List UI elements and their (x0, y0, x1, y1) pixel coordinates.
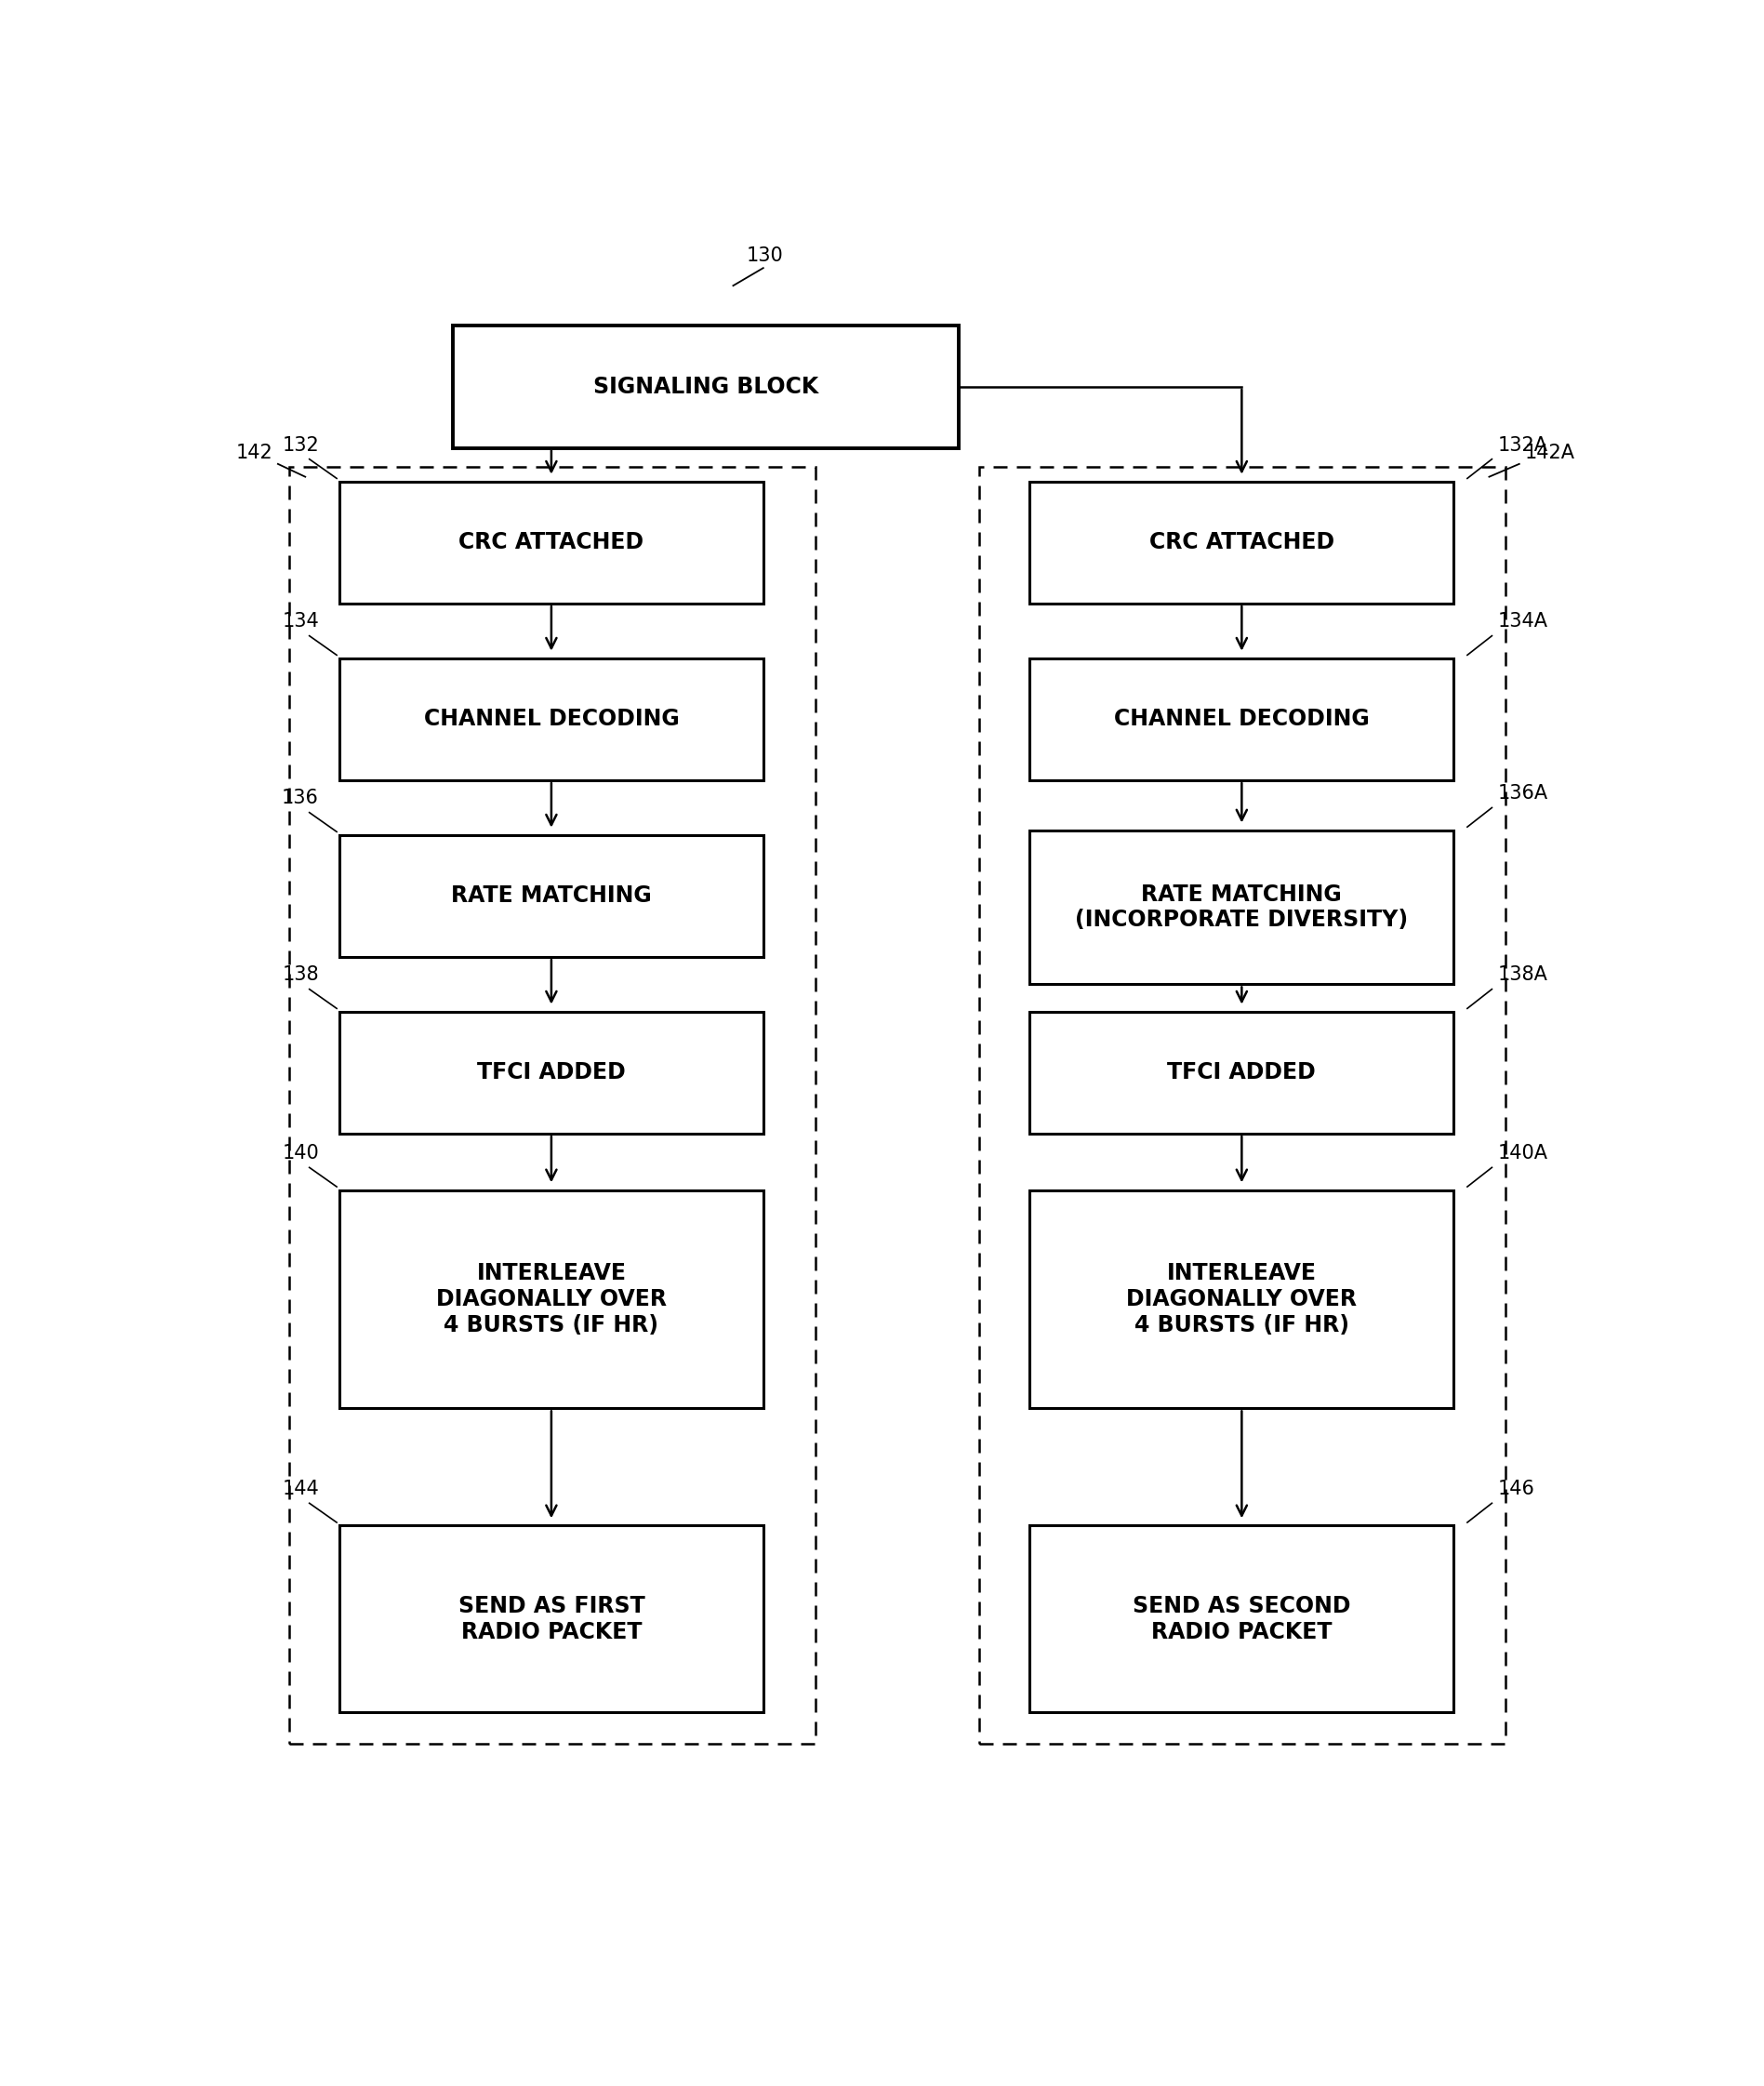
Bar (1030, 830, 1454, 985)
Text: RATE MATCHING: RATE MATCHING (452, 884, 651, 907)
Text: INTERLEAVE
DIAGONALLY OVER
4 BURSTS (IF HR): INTERLEAVE DIAGONALLY OVER 4 BURSTS (IF … (436, 1262, 667, 1337)
Text: TFCI ADDED: TFCI ADDED (476, 1062, 626, 1085)
Text: CHANNEL DECODING: CHANNEL DECODING (1115, 707, 1369, 730)
Text: 130: 130 (746, 246, 783, 265)
Bar (1030, 1012, 1454, 1135)
Bar (289, 467, 815, 1744)
Text: 138A: 138A (1498, 966, 1547, 985)
Text: 134: 134 (282, 613, 319, 630)
Text: 132A: 132A (1498, 436, 1547, 455)
Text: 140: 140 (282, 1143, 319, 1162)
Text: 142A: 142A (1524, 444, 1575, 463)
Text: 132: 132 (282, 436, 319, 455)
Text: 144: 144 (282, 1479, 319, 1498)
Text: 136A: 136A (1498, 784, 1547, 803)
Bar (339, 1525, 764, 1713)
Text: SEND AS SECOND
RADIO PACKET: SEND AS SECOND RADIO PACKET (1132, 1594, 1351, 1644)
Text: CRC ATTACHED: CRC ATTACHED (1148, 532, 1334, 553)
Bar (453, 325, 960, 448)
Bar (1030, 659, 1454, 780)
Text: TFCI ADDED: TFCI ADDED (1168, 1062, 1316, 1085)
Bar (339, 1012, 764, 1135)
Text: SEND AS FIRST
RADIO PACKET: SEND AS FIRST RADIO PACKET (459, 1594, 644, 1644)
Bar (979, 467, 1506, 1744)
Bar (339, 482, 764, 603)
Text: 140A: 140A (1498, 1143, 1547, 1162)
Text: CRC ATTACHED: CRC ATTACHED (459, 532, 644, 553)
Text: 142: 142 (235, 444, 272, 463)
Bar (1030, 1525, 1454, 1713)
Bar (1030, 482, 1454, 603)
Bar (339, 834, 764, 957)
Text: RATE MATCHING
(INCORPORATE DIVERSITY): RATE MATCHING (INCORPORATE DIVERSITY) (1076, 882, 1408, 930)
Bar (339, 659, 764, 780)
Text: 146: 146 (1498, 1479, 1535, 1498)
Text: CHANNEL DECODING: CHANNEL DECODING (423, 707, 679, 730)
Bar (1030, 1189, 1454, 1408)
Text: 136: 136 (282, 789, 319, 807)
Text: 134A: 134A (1498, 613, 1547, 630)
Text: 138: 138 (282, 966, 319, 985)
Text: INTERLEAVE
DIAGONALLY OVER
4 BURSTS (IF HR): INTERLEAVE DIAGONALLY OVER 4 BURSTS (IF … (1127, 1262, 1357, 1337)
Text: SIGNALING BLOCK: SIGNALING BLOCK (593, 375, 818, 398)
Bar (339, 1189, 764, 1408)
